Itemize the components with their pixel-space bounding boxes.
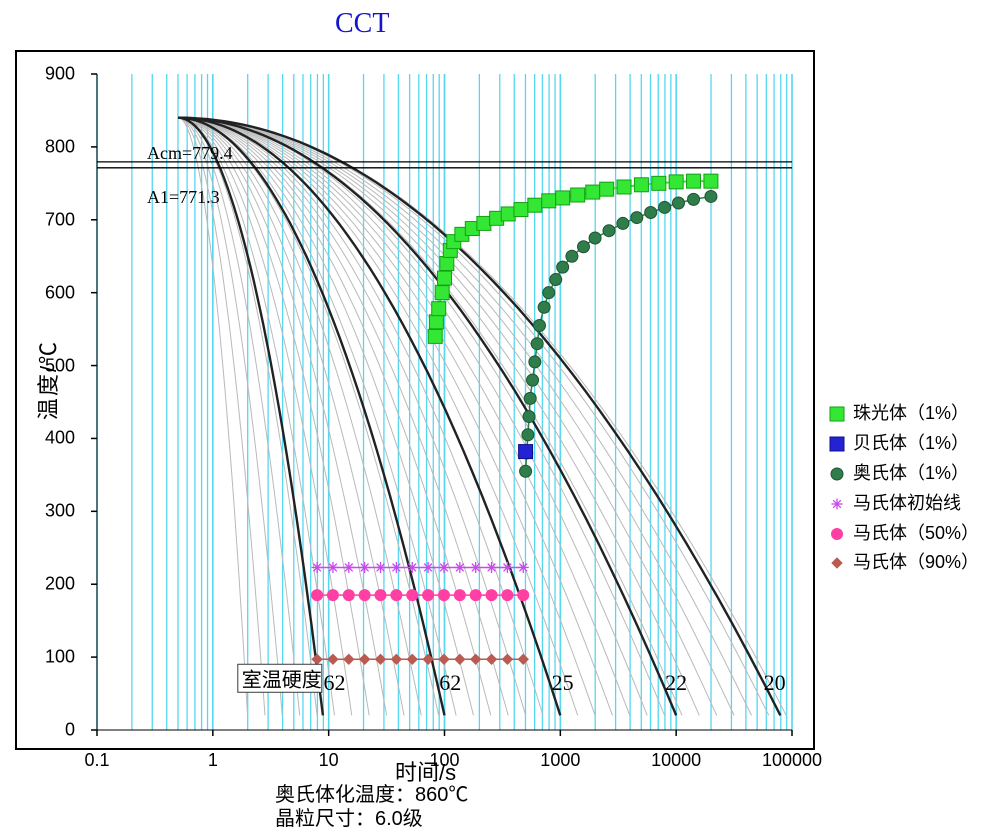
legend-label: 珠光体（1%）	[853, 400, 969, 428]
footer-line-2: 晶粒尺寸：6.0级	[275, 807, 468, 831]
legend-item: 贝氏体（1%）	[825, 430, 979, 458]
x-tick: 1000	[540, 750, 580, 771]
legend-label: 贝氏体（1%）	[853, 430, 969, 458]
x-tick: 10	[319, 750, 339, 771]
svg-text:A1=771.3: A1=771.3	[147, 187, 220, 207]
x-tick: 0.1	[84, 750, 109, 771]
legend-item: 珠光体（1%）	[825, 400, 979, 428]
svg-text:Acm=779.4: Acm=779.4	[147, 143, 233, 163]
legend-marker-icon	[825, 552, 847, 574]
svg-text:25: 25	[552, 670, 574, 695]
tick-marks	[91, 74, 792, 736]
footer-text: 奥氏体化温度：860℃ 晶粒尺寸：6.0级	[275, 783, 468, 831]
chart-container: CCT Acm=779.4A1=771.3室温硬度6262252220 温度/℃…	[0, 0, 1000, 828]
svg-text:室温硬度: 室温硬度	[242, 668, 322, 691]
x-tick-labels: 0.1110100100010000100000	[17, 750, 813, 778]
x-tick: 100000	[762, 750, 822, 771]
x-tick: 1	[208, 750, 218, 771]
svg-text:22: 22	[665, 670, 687, 695]
svg-text:20: 20	[764, 670, 786, 695]
y-tick-labels: 0 100 200 300 400 500 600 700 800 900	[0, 52, 75, 748]
legend-label: 马氏体初始线	[853, 490, 961, 518]
minor-grid	[97, 74, 792, 730]
legend-label: 马氏体（90%）	[853, 549, 979, 577]
legend-item: 马氏体（50%）	[825, 520, 979, 548]
y-tick: 400	[45, 428, 75, 449]
footer-line-1: 奥氏体化温度：860℃	[275, 783, 468, 807]
legend-item: 马氏体初始线	[825, 490, 979, 518]
legend: 珠光体（1%）贝氏体（1%）奥氏体（1%）马氏体初始线马氏体（50%）马氏体（9…	[825, 400, 979, 579]
legend-marker-icon	[825, 403, 847, 425]
legend-marker-icon	[825, 523, 847, 545]
series-马氏体（50%）	[312, 590, 529, 601]
y-tick: 500	[45, 355, 75, 376]
legend-marker-icon	[825, 433, 847, 455]
chart-title: CCT	[335, 8, 389, 40]
series-贝氏体（1%）	[519, 445, 533, 459]
y-tick: 100	[45, 647, 75, 668]
y-tick: 800	[45, 136, 75, 157]
y-tick: 200	[45, 574, 75, 595]
legend-item: 马氏体（90%）	[825, 549, 979, 577]
x-tick: 10000	[651, 750, 701, 771]
legend-label: 奥氏体（1%）	[853, 460, 969, 488]
x-tick: 100	[429, 750, 459, 771]
cooling-curves	[178, 118, 786, 716]
y-tick: 300	[45, 501, 75, 522]
y-tick: 900	[45, 64, 75, 85]
svg-text:62: 62	[323, 670, 345, 695]
y-tick: 0	[65, 720, 75, 741]
plot-svg: Acm=779.4A1=771.3室温硬度6262252220	[17, 52, 813, 748]
legend-marker-icon	[825, 493, 847, 515]
y-tick: 700	[45, 209, 75, 230]
y-tick: 600	[45, 282, 75, 303]
legend-label: 马氏体（50%）	[853, 520, 979, 548]
svg-text:62: 62	[439, 670, 461, 695]
legend-marker-icon	[825, 463, 847, 485]
legend-item: 奥氏体（1%）	[825, 460, 979, 488]
